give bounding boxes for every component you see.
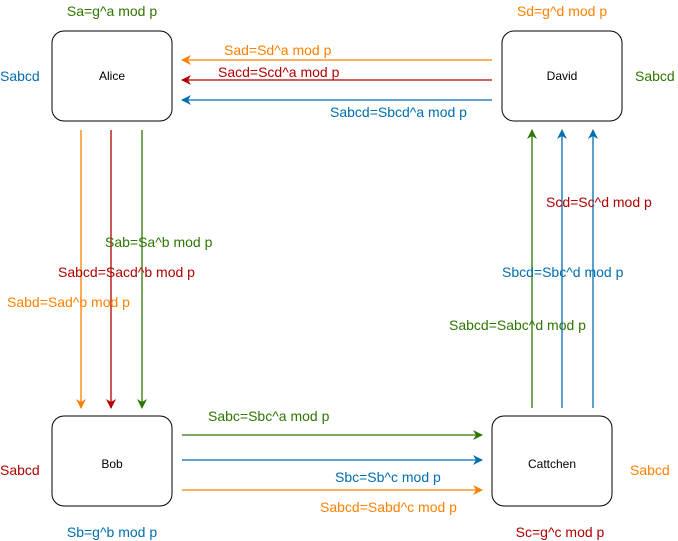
catchen-final-key: Sabcd xyxy=(630,462,670,478)
edge-label-sad: Sad=Sd^a mod p xyxy=(224,42,332,58)
node-david-label: David xyxy=(547,69,578,83)
bob-key-label: Sb=g^b mod p xyxy=(67,524,157,540)
node-catchen[interactable]: Cattchen xyxy=(491,415,613,507)
node-alice[interactable]: Alice xyxy=(51,30,173,122)
edge-label-sabcd-david: Sabcd=Sabc^d mod p xyxy=(449,317,586,333)
bob-final-key: Sabcd xyxy=(0,462,40,478)
edge-label-sabcd-catchen: Sabcd=Sabd^c mod p xyxy=(320,499,457,515)
edge-label-sacd: Sacd=Scd^a mod p xyxy=(218,64,340,80)
node-catchen-label: Cattchen xyxy=(528,457,576,471)
alice-key-label: Sa=g^a mod p xyxy=(67,3,157,19)
david-key-label: Sd=g^d mod p xyxy=(517,3,607,19)
edge-label-sbcd: Sbcd=Sbc^d mod p xyxy=(502,264,624,280)
node-david[interactable]: David xyxy=(501,30,623,122)
edge-label-sbc: Sbc=Sb^c mod p xyxy=(335,469,441,485)
edge-label-sab: Sab=Sa^b mod p xyxy=(105,234,213,250)
alice-final-key: Sabcd xyxy=(0,68,40,84)
catchen-key-label: Sc=g^c mod p xyxy=(516,524,605,540)
edge-label-scd: Scd=Sc^d mod p xyxy=(546,194,652,210)
node-bob[interactable]: Bob xyxy=(51,415,173,507)
david-final-key: Sabcd xyxy=(635,68,675,84)
node-bob-label: Bob xyxy=(101,457,123,471)
edge-label-sabcd-bob: Sabcd=Sacd^b mod p xyxy=(58,264,195,280)
edge-label-sabcd-alice: Sabcd=Sbcd^a mod p xyxy=(330,104,467,120)
edge-label-sabc: Sabc=Sbc^a mod p xyxy=(208,408,330,424)
node-alice-label: Alice xyxy=(99,69,125,83)
edge-label-sabd: Sabd=Sad^b mod p xyxy=(7,294,130,310)
